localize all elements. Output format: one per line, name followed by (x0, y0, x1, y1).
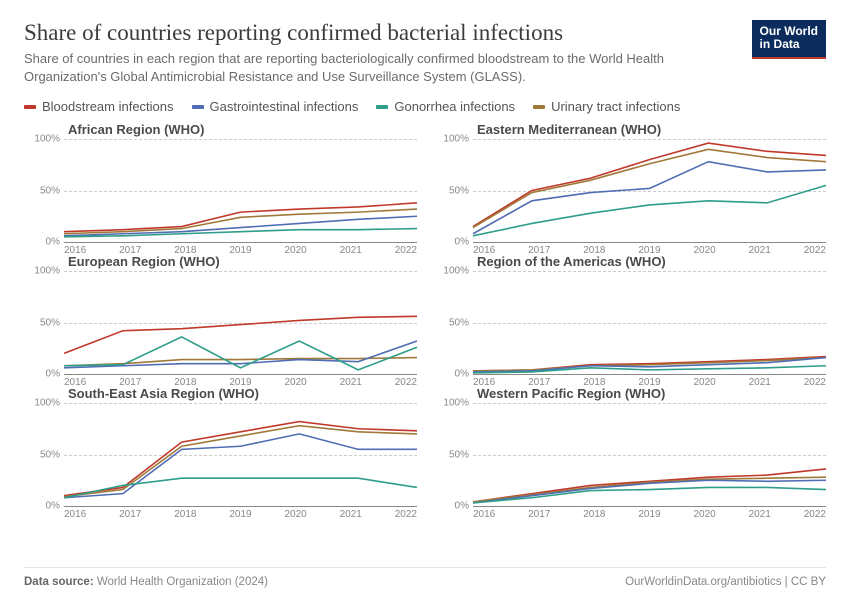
x-axis-label: 2018 (583, 509, 605, 521)
plot-area: 0%50%100% (64, 271, 417, 375)
x-axis-label: 2019 (638, 509, 660, 521)
x-axis-label: 2017 (528, 509, 550, 521)
legend-swatch (24, 105, 36, 109)
chart-panel: African Region (WHO)0%50%100%20162017201… (24, 122, 417, 252)
y-axis-label: 0% (24, 369, 60, 380)
legend-item: Gonorrhea infections (376, 99, 515, 114)
line-layer (473, 271, 826, 374)
brand-line1: Our World (760, 24, 818, 38)
chart-panel: European Region (WHO)0%50%100%2016201720… (24, 254, 417, 384)
panel-title: European Region (WHO) (68, 254, 417, 269)
chart-panel: Region of the Americas (WHO)0%50%100%201… (433, 254, 826, 384)
panel-title: Western Pacific Region (WHO) (477, 386, 826, 401)
footer-right: OurWorldinData.org/antibiotics | CC BY (625, 576, 826, 588)
legend-item: Gastrointestinal infections (192, 99, 359, 114)
line-layer (64, 271, 417, 374)
legend-item: Bloodstream infections (24, 99, 174, 114)
x-axis-label: 2021 (340, 509, 362, 521)
x-axis-label: 2022 (395, 509, 417, 521)
panel-title: South-East Asia Region (WHO) (68, 386, 417, 401)
x-axis: 2016 2017 2018 2019 2020 2021 2022 (64, 507, 417, 521)
series-line (64, 216, 417, 236)
line-layer (64, 139, 417, 242)
series-line (473, 162, 826, 234)
y-axis-label: 100% (24, 134, 60, 145)
y-axis-label: 50% (24, 449, 60, 460)
x-axis: 2016 2017 2018 2019 2020 2021 2022 (473, 507, 826, 521)
page-title: Share of countries reporting confirmed b… (24, 20, 826, 46)
brand-badge: Our World in Data (752, 20, 826, 59)
x-axis-label: 2017 (119, 509, 141, 521)
plot-area: 0%50%100% (473, 271, 826, 375)
y-axis-label: 0% (24, 501, 60, 512)
series-line (473, 357, 826, 371)
chart-panel: Western Pacific Region (WHO)0%50%100%201… (433, 386, 826, 516)
panel-title: Eastern Mediterranean (WHO) (477, 122, 826, 137)
plot-area: 0%50%100% (64, 403, 417, 507)
plot-area: 0%50%100% (473, 403, 826, 507)
y-axis-label: 50% (24, 317, 60, 328)
x-axis-label: 2016 (64, 509, 86, 521)
plot-area: 0%50%100% (473, 139, 826, 243)
footer: Data source: World Health Organization (… (24, 567, 826, 588)
series-line (473, 185, 826, 235)
y-axis-label: 50% (433, 317, 469, 328)
legend-label: Urinary tract infections (551, 99, 680, 114)
footer-source: Data source: World Health Organization (… (24, 576, 268, 588)
y-axis-label: 100% (433, 134, 469, 145)
y-axis-label: 0% (433, 369, 469, 380)
series-line (64, 316, 417, 353)
y-axis-label: 50% (433, 449, 469, 460)
y-axis-label: 0% (24, 237, 60, 248)
y-axis-label: 50% (433, 185, 469, 196)
line-layer (64, 403, 417, 506)
x-axis-label: 2020 (694, 509, 716, 521)
header: Our World in Data Share of countries rep… (24, 20, 826, 85)
panel-title: African Region (WHO) (68, 122, 417, 137)
chart-panel: Eastern Mediterranean (WHO)0%50%100%2016… (433, 122, 826, 252)
y-axis-label: 0% (433, 501, 469, 512)
x-axis-label: 2021 (749, 509, 771, 521)
x-axis-label: 2016 (473, 509, 495, 521)
y-axis-label: 0% (433, 237, 469, 248)
legend-item: Urinary tract infections (533, 99, 680, 114)
line-layer (473, 403, 826, 506)
series-line (473, 143, 826, 226)
y-axis-label: 100% (433, 398, 469, 409)
legend-swatch (376, 105, 388, 109)
y-axis-label: 100% (433, 266, 469, 277)
brand-line2: in Data (760, 37, 800, 51)
x-axis-label: 2020 (285, 509, 307, 521)
page-subtitle: Share of countries in each region that a… (24, 50, 724, 85)
y-axis-label: 100% (24, 266, 60, 277)
x-axis-label: 2019 (229, 509, 251, 521)
series-line (473, 358, 826, 371)
line-layer (473, 139, 826, 242)
series-line (473, 480, 826, 503)
series-line (64, 337, 417, 370)
legend-swatch (533, 105, 545, 109)
legend-label: Bloodstream infections (42, 99, 174, 114)
chart-panel: South-East Asia Region (WHO)0%50%100%201… (24, 386, 417, 516)
legend-swatch (192, 105, 204, 109)
footer-source-label: Data source: (24, 576, 94, 588)
y-axis-label: 100% (24, 398, 60, 409)
chart-grid: African Region (WHO)0%50%100%20162017201… (24, 122, 826, 516)
x-axis-label: 2022 (804, 509, 826, 521)
legend: Bloodstream infections Gastrointestinal i… (24, 99, 826, 114)
y-axis-label: 50% (24, 185, 60, 196)
panel-title: Region of the Americas (WHO) (477, 254, 826, 269)
footer-source-text: World Health Organization (2024) (97, 576, 268, 588)
legend-label: Gastrointestinal infections (210, 99, 359, 114)
legend-label: Gonorrhea infections (394, 99, 515, 114)
plot-area: 0%50%100% (64, 139, 417, 243)
x-axis-label: 2018 (174, 509, 196, 521)
